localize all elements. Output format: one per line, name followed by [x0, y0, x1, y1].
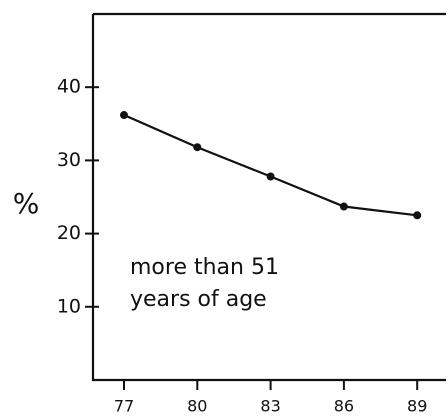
- data-line: [123, 114, 418, 217]
- x-tick-label: 83: [260, 397, 280, 416]
- x-tick-label: 89: [407, 397, 427, 416]
- y-axis-label: %: [13, 187, 40, 220]
- x-tick-label: 77: [114, 397, 134, 416]
- y-tick-label: 40: [57, 76, 81, 98]
- annotation: more than 51: [130, 255, 279, 280]
- x-tick-label: 80: [187, 397, 207, 416]
- data-point: [413, 211, 422, 220]
- data-point: [193, 143, 202, 152]
- annotation: years of age: [130, 287, 267, 312]
- data-point: [120, 111, 128, 120]
- x-tick-label: 86: [334, 397, 354, 416]
- y-tick-label: 30: [57, 149, 81, 171]
- axis-frame: [91, 12, 446, 382]
- y-tick-label: 20: [57, 222, 81, 244]
- data-point: [266, 172, 275, 181]
- data-point: [339, 202, 348, 211]
- y-tick-label: 10: [57, 295, 81, 317]
